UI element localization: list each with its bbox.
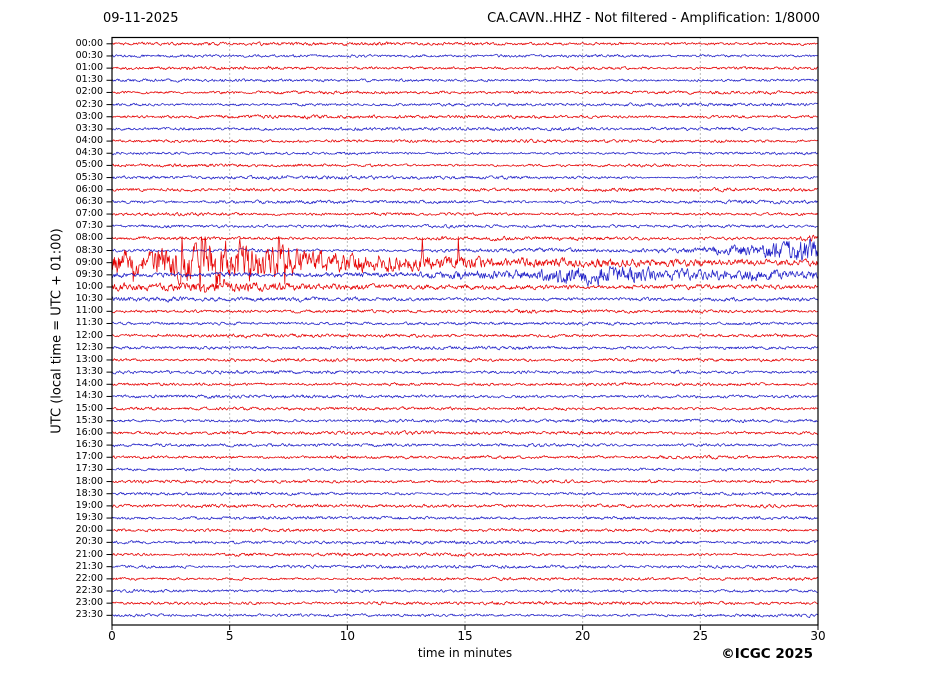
y-tick-label: 12:30 [75, 341, 103, 353]
x-tick-label: 10 [339, 629, 355, 643]
y-tick-label: 18:30 [75, 487, 103, 499]
y-tick-label: 10:30 [75, 293, 103, 305]
x-tick-label: 20 [575, 629, 591, 643]
y-tick-label: 04:30 [75, 147, 103, 159]
y-tick-label: 00:30 [75, 49, 103, 61]
y-tick-label: 02:00 [75, 86, 103, 98]
y-tick-label: 08:00 [75, 232, 103, 244]
y-tick-label: 13:30 [75, 366, 103, 378]
y-tick-label: 17:00 [75, 451, 103, 463]
y-tick-label: 20:00 [75, 524, 103, 536]
x-tick-label: 5 [225, 629, 234, 643]
y-tick-label: 00:00 [75, 37, 103, 49]
y-tick-label: 05:00 [75, 159, 103, 171]
y-tick-label: 08:30 [75, 244, 103, 256]
y-tick-label: 11:30 [75, 317, 103, 329]
x-axis-title: time in minutes [417, 646, 513, 660]
y-tick-label: 23:30 [75, 609, 103, 621]
y-tick-label: 01:00 [75, 62, 103, 74]
x-tick-label: 30 [810, 629, 826, 643]
y-tick-label: 05:30 [75, 171, 103, 183]
y-tick-label: 15:30 [75, 414, 103, 426]
x-tick-label: 0 [108, 629, 116, 643]
y-tick-label: 07:30 [75, 220, 103, 232]
copyright-credit: ©ICGC 2025 [721, 646, 813, 662]
y-tick-label: 19:00 [75, 499, 103, 511]
y-tick-label: 18:00 [75, 475, 103, 487]
y-tick-label: 16:30 [75, 439, 103, 451]
y-tick-label: 06:00 [75, 183, 103, 195]
y-tick-label: 14:30 [75, 390, 103, 402]
y-tick-label: 11:00 [75, 305, 103, 317]
y-tick-label: 04:00 [75, 135, 103, 147]
y-tick-label: 09:30 [75, 268, 103, 280]
y-tick-label: 22:30 [75, 585, 103, 596]
y-tick-label: 22:00 [75, 572, 103, 584]
y-tick-label: 12:00 [75, 329, 103, 341]
y-tick-label: 21:30 [75, 560, 103, 572]
y-tick-label: 03:30 [75, 122, 103, 134]
y-tick-label: 17:30 [75, 463, 103, 475]
y-tick-label: 20:30 [75, 536, 103, 548]
y-tick-label: 09:00 [75, 256, 103, 268]
x-tick-label: 15 [457, 629, 473, 643]
y-tick-label: 03:00 [75, 110, 103, 122]
y-tick-label: 14:00 [75, 378, 103, 390]
station-title: CA.CAVN..HHZ - Not filtered - Amplificat… [487, 11, 820, 26]
y-tick-label: 06:30 [75, 195, 103, 207]
y-tick-label: 10:00 [75, 281, 103, 292]
y-tick-label: 01:30 [75, 74, 103, 86]
y-tick-label: 15:00 [75, 402, 103, 414]
y-tick-label: 16:00 [75, 426, 103, 438]
y-tick-label: 07:00 [75, 208, 103, 220]
y-tick-label: 23:00 [75, 597, 103, 609]
x-tick-label: 25 [692, 629, 708, 643]
y-tick-label: 21:00 [75, 548, 103, 560]
y-tick-label: 19:30 [75, 512, 103, 524]
date-title: 09-11-2025 [103, 11, 179, 26]
y-tick-label: 13:00 [75, 353, 103, 365]
y-tick-label: 02:30 [75, 98, 103, 110]
